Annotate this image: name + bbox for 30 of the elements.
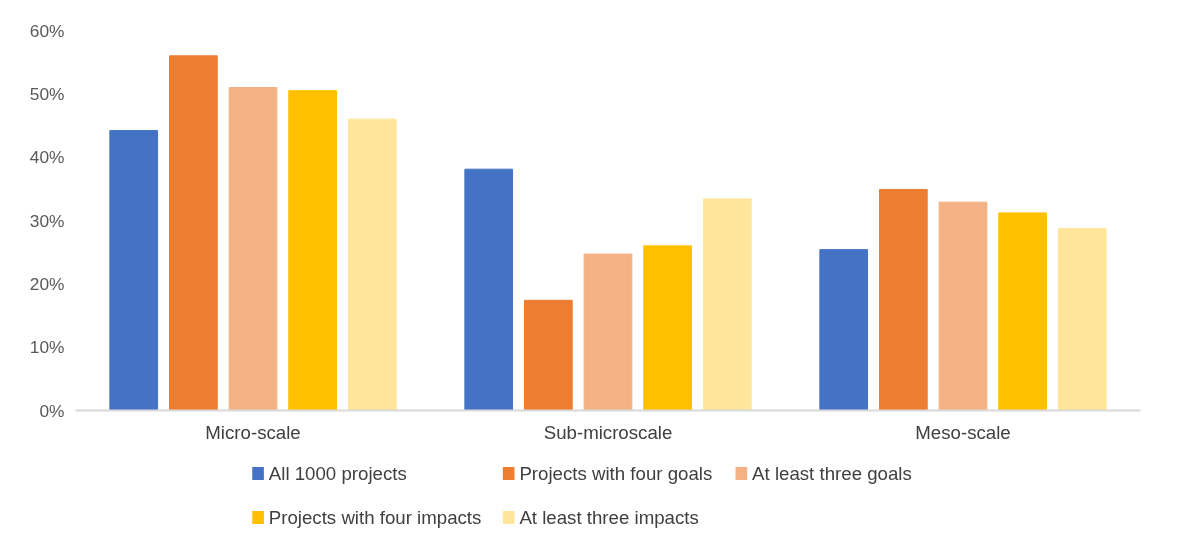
bar: [288, 90, 337, 411]
bar: [879, 188, 928, 411]
legend-label: At least three impacts: [519, 507, 699, 528]
legend-label: At least three goals: [752, 463, 912, 484]
bar: [524, 299, 573, 411]
y-tick-label: 20%: [29, 273, 65, 294]
bar: [464, 168, 514, 411]
y-tick-label: 30%: [29, 210, 65, 231]
y-tick-label: 60%: [29, 20, 65, 41]
bar: [702, 198, 752, 411]
y-tick-label: 50%: [29, 83, 65, 104]
y-tick-label: 0%: [39, 400, 65, 421]
bar: [347, 118, 397, 411]
bar: [998, 212, 1047, 411]
x-tick-label: Sub-microscale: [543, 421, 673, 443]
bar: [109, 130, 159, 411]
legend-label: All 1000 projects: [268, 463, 407, 484]
x-tick-label: Micro-scale: [205, 421, 301, 443]
y-tick-label: 40%: [29, 147, 65, 168]
bar: [169, 55, 218, 411]
legend-label: Projects with four goals: [519, 463, 713, 484]
bar: [1057, 228, 1107, 411]
bar: [228, 87, 278, 411]
legend-label: Projects with four impacts: [268, 507, 482, 528]
x-tick-label: Meso-scale: [915, 421, 1011, 443]
bar: [643, 245, 692, 411]
bar: [938, 201, 988, 411]
bar: [819, 249, 869, 411]
bar: [583, 253, 633, 411]
y-tick-label: 10%: [29, 337, 65, 358]
